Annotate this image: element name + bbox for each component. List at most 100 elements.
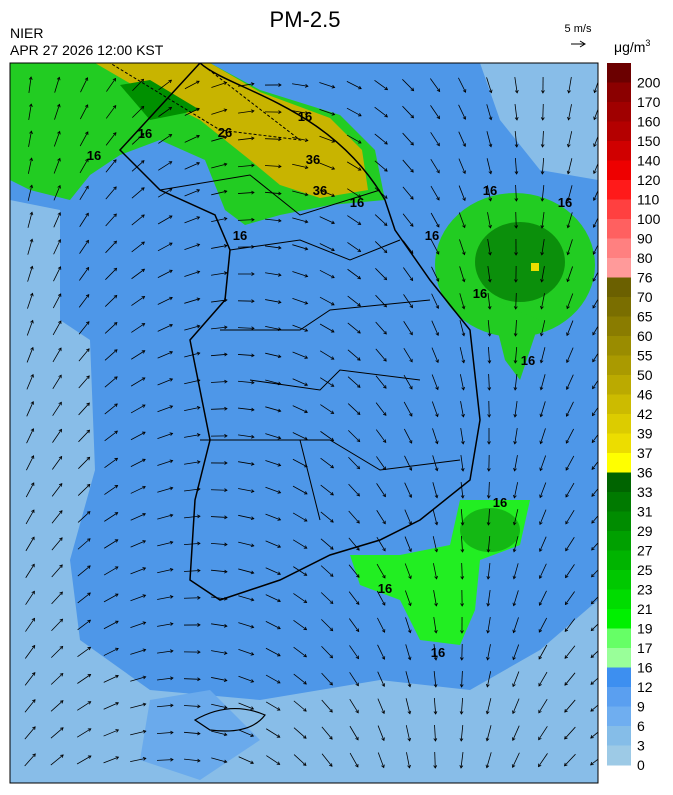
colorbar-segment — [607, 82, 631, 103]
wind-arrow-head — [277, 625, 281, 630]
wind-arrow-head — [169, 405, 174, 409]
colorbar-segment — [607, 570, 631, 590]
wind-arrow-head — [565, 413, 570, 417]
wind-arrow-head — [410, 114, 415, 119]
wind-arrow-head — [539, 413, 544, 418]
wind-arrow-head — [31, 617, 36, 622]
wind-arrow — [512, 671, 520, 687]
wind-arrow — [184, 379, 200, 385]
wind-arrow-head — [141, 241, 145, 246]
wind-arrow — [77, 701, 91, 711]
wind-arrow — [130, 676, 146, 682]
wind-arrow-head — [277, 490, 282, 494]
wind-arrow — [265, 486, 281, 494]
colorbar-segment — [607, 511, 631, 532]
wind-arrow-head — [590, 627, 595, 632]
wind-arrow-head — [461, 386, 466, 391]
wind-arrow — [211, 677, 227, 681]
wind-arrow-head — [60, 727, 64, 731]
wind-arrow-head — [168, 79, 173, 84]
wind-arrow-head — [487, 333, 492, 337]
wind-arrow-head — [29, 103, 33, 108]
wind-arrow-head — [112, 104, 117, 109]
wind-arrow — [105, 159, 117, 173]
wind-arrow-head — [331, 247, 335, 252]
wind-arrow-head — [488, 251, 492, 256]
wind-arrow-head — [512, 656, 516, 661]
colorbar-label: 50 — [637, 367, 653, 383]
wind-arrow — [374, 214, 388, 226]
wind-arrow — [458, 158, 466, 174]
wind-arrow-head — [170, 676, 174, 681]
wind-arrow-head — [331, 166, 336, 170]
wind-arrow-head — [592, 224, 597, 228]
contour-label: 36 — [313, 183, 327, 198]
wind-arrow-head — [85, 185, 89, 190]
wind-arrow-head — [168, 161, 173, 165]
wind-arrow — [540, 401, 546, 417]
wind-arrow-head — [32, 699, 36, 703]
colorbar-label: 55 — [637, 348, 653, 364]
wind-arrow-head — [355, 601, 360, 605]
wind-arrow — [78, 348, 90, 362]
wind-arrow-head — [57, 293, 62, 297]
colorbar-label: 150 — [637, 133, 661, 149]
wind-arrow — [264, 191, 282, 195]
wind-arrow-head — [434, 548, 439, 553]
wind-arrow — [375, 348, 387, 362]
wind-arrow — [24, 672, 36, 686]
wind-arrow — [25, 591, 35, 605]
wind-arrow-head — [329, 573, 334, 577]
wind-arrow — [25, 536, 35, 552]
wind-arrow-head — [223, 705, 228, 710]
wind-arrow — [348, 510, 360, 524]
wind-arrow — [539, 590, 547, 606]
wind-arrow — [567, 158, 573, 174]
wind-arrow-head — [224, 434, 228, 438]
wind-arrow — [348, 456, 360, 470]
colorbar-segment — [607, 297, 631, 317]
wind-arrow — [486, 131, 492, 147]
wind-arrow — [52, 320, 62, 336]
wind-arrow — [184, 407, 200, 411]
wind-arrow-head — [329, 736, 333, 740]
wind-arrow-head — [512, 521, 517, 526]
wind-arrow-head — [278, 83, 282, 87]
wind-arrow-head — [196, 378, 201, 383]
wind-arrow-head — [304, 382, 309, 386]
wind-arrow-head — [59, 537, 63, 541]
wind-arrow-head — [381, 764, 385, 769]
wind-arrow — [292, 539, 308, 549]
wind-arrow-head — [115, 729, 120, 733]
wind-arrow — [541, 212, 545, 228]
wind-arrow — [211, 217, 227, 223]
wind-arrow — [131, 350, 145, 360]
wind-arrow — [486, 77, 492, 93]
wind-arrow — [590, 731, 598, 739]
wind-arrow — [321, 753, 333, 767]
wind-arrow — [320, 565, 334, 577]
wind-arrow-head — [31, 644, 36, 649]
wind-arrow — [25, 564, 35, 578]
wind-arrow-head — [115, 701, 120, 706]
wind-arrow — [486, 104, 492, 120]
wind-arrow — [431, 374, 439, 390]
wind-arrow — [486, 158, 492, 174]
wind-arrow — [320, 457, 334, 469]
wind-arrow — [157, 215, 173, 225]
wind-arrow — [564, 699, 576, 713]
wind-arrow-head — [224, 352, 228, 357]
wind-arrow-head — [142, 512, 147, 517]
wind-arrow — [130, 459, 146, 467]
wind-arrow-head — [278, 164, 282, 169]
wind-arrow — [431, 401, 439, 417]
wind-arrow — [374, 79, 388, 91]
wind-arrow — [104, 295, 118, 307]
colorbar-label: 120 — [637, 172, 661, 188]
wind-arrow-head — [566, 305, 570, 310]
wind-arrow-head — [513, 440, 517, 445]
wind-arrow-head — [459, 657, 464, 661]
wind-arrow — [26, 401, 34, 417]
wind-arrow-head — [57, 239, 62, 243]
wind-arrow-head — [277, 300, 282, 304]
